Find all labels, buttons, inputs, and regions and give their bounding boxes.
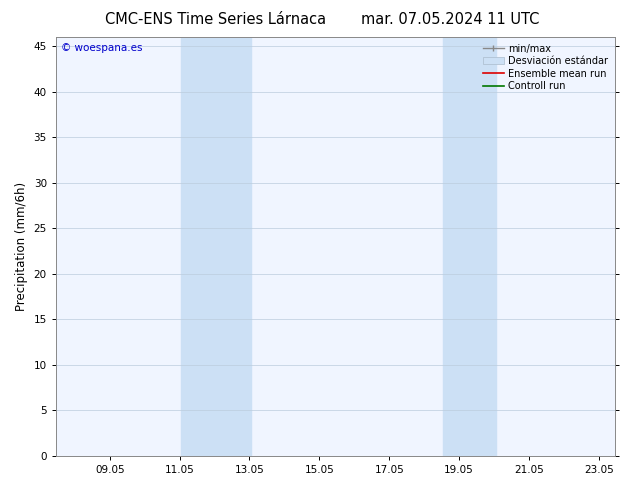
Text: mar. 07.05.2024 11 UTC: mar. 07.05.2024 11 UTC xyxy=(361,12,540,27)
Bar xyxy=(181,37,251,456)
Bar xyxy=(443,37,496,456)
Legend: min/max, Desviación estándar, Ensemble mean run, Controll run: min/max, Desviación estándar, Ensemble m… xyxy=(481,42,610,93)
Y-axis label: Precipitation (mm/6h): Precipitation (mm/6h) xyxy=(15,182,28,311)
Text: © woespana.es: © woespana.es xyxy=(61,43,143,53)
Text: CMC-ENS Time Series Lárnaca: CMC-ENS Time Series Lárnaca xyxy=(105,12,326,27)
